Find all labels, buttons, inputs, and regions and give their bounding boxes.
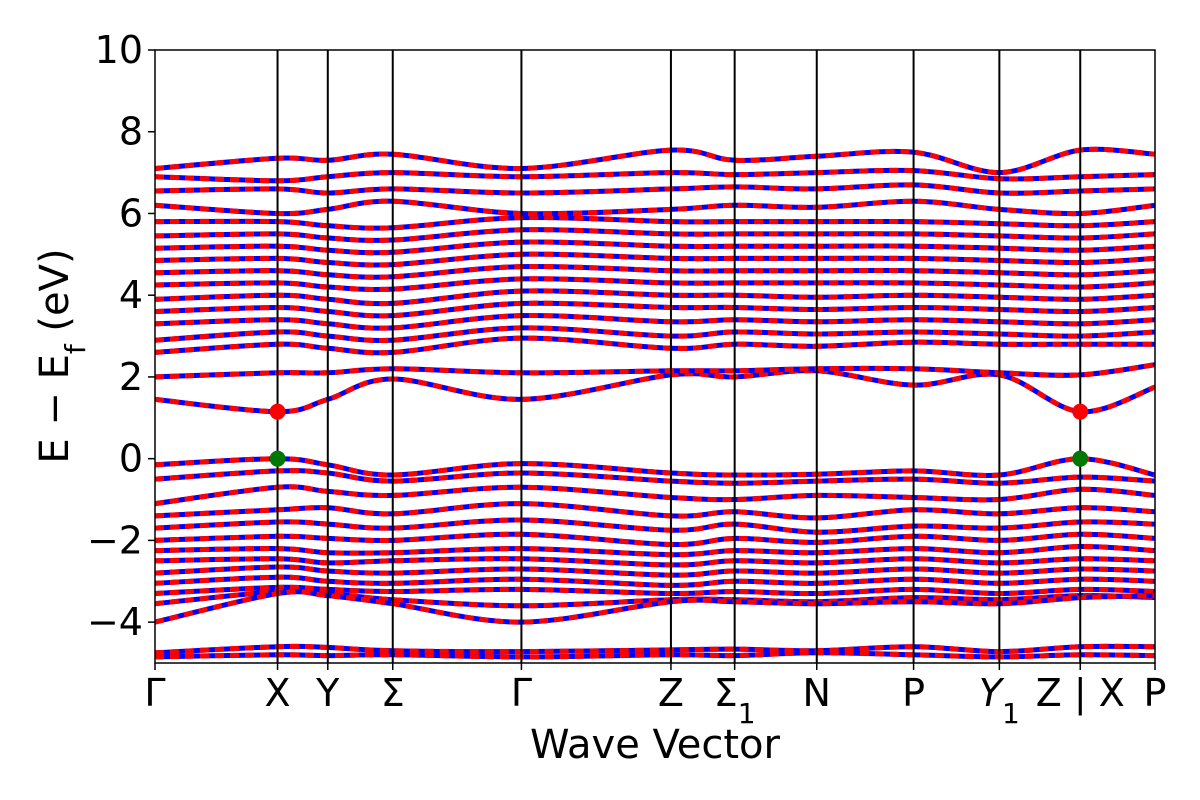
y-tick-label-1: −2	[87, 518, 143, 562]
x-tick-label-1: X	[265, 671, 291, 715]
x-tick-label-8: P	[902, 671, 925, 715]
y-tick-label-0: −4	[87, 600, 143, 644]
band-line-red-15	[155, 368, 1155, 415]
x-tick-label-5: Z	[658, 671, 684, 715]
y-axis-label: E − Ef (eV)	[32, 248, 92, 463]
x-axis: Γ X Y Σ Γ Z Σ1 N P Y1 Z | X P	[144, 663, 1166, 730]
y-tick-label-4: 4	[119, 273, 143, 317]
y-tick-label-3: 2	[119, 355, 143, 399]
band-line-red-31	[155, 146, 1155, 176]
x-tick-label-11: P	[1144, 671, 1167, 715]
x-tick-label-7: N	[803, 671, 831, 715]
cbm-marker-0	[269, 403, 286, 420]
x-tick-label-4: Γ	[511, 671, 532, 715]
y-tick-label-2: 0	[119, 437, 143, 481]
x-tick-label-3: Σ	[381, 671, 405, 715]
cbm-marker-1	[1072, 403, 1089, 420]
y-tick-label-5: 6	[119, 191, 143, 235]
plot-frame	[154, 49, 1156, 664]
y-axis: −4 −2 0 2 4 6 8 10	[87, 28, 155, 644]
y-tick-label-6: 8	[119, 110, 143, 154]
x-tick-label-9: Y1	[979, 671, 1020, 730]
x-axis-label: Wave Vector	[530, 722, 781, 768]
y-axis-label-group: E − Ef (eV)	[32, 248, 92, 463]
x-tick-label-10: Z | X	[1036, 671, 1125, 716]
x-tick-label-0: Γ	[144, 671, 165, 715]
x-tick-label-6: Σ1	[714, 671, 756, 730]
vbm-marker-0	[269, 450, 286, 467]
band-line-red-14	[155, 589, 1155, 625]
gap-markers	[269, 403, 1089, 467]
vbm-marker-1	[1072, 450, 1089, 467]
y-tick-label-7: 10	[95, 28, 143, 72]
x-tick-label-2: Y	[315, 671, 340, 715]
high-symmetry-lines	[276, 50, 1082, 663]
